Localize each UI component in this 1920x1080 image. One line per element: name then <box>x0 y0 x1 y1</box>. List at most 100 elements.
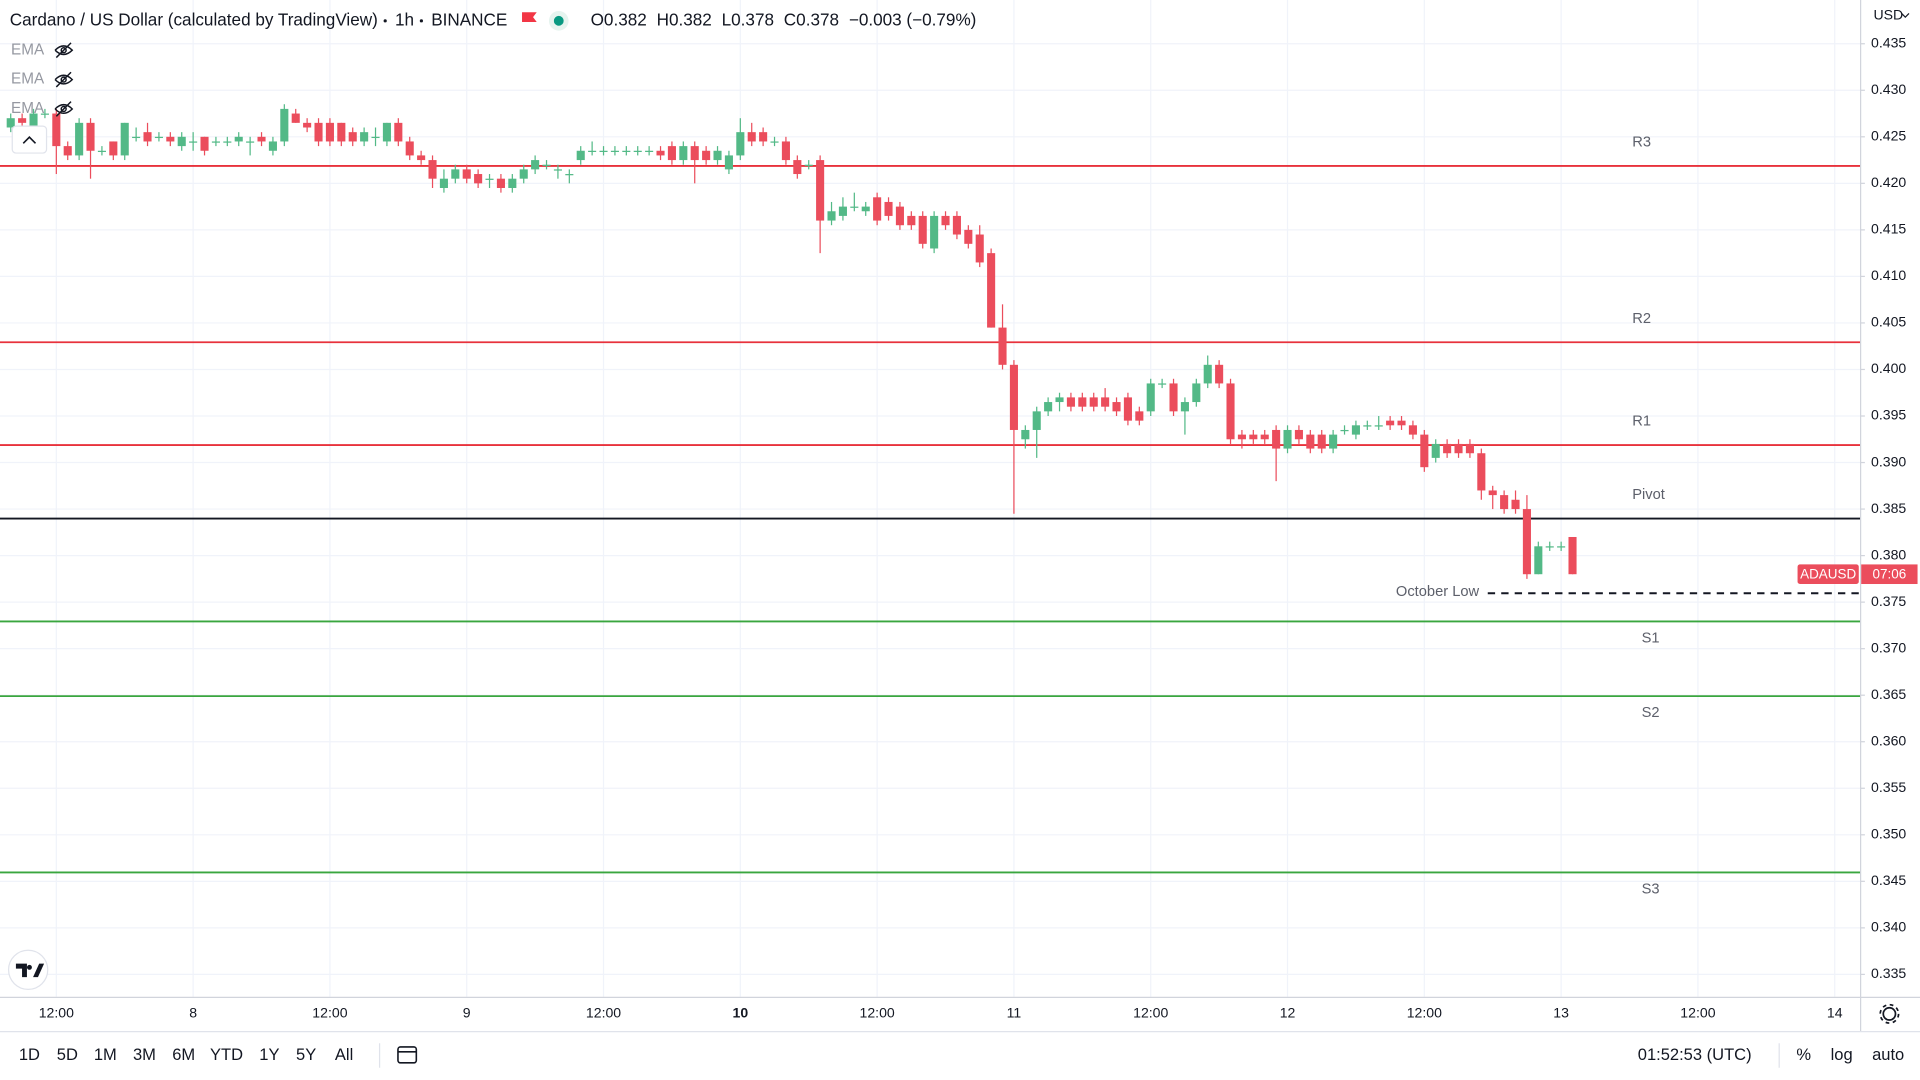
hidden-eye-pupil <box>60 76 67 83</box>
x-tick-label: 12:00 <box>1407 1005 1442 1021</box>
candle-body <box>314 122 323 142</box>
candle-body <box>907 215 916 226</box>
candle-body <box>1522 509 1531 575</box>
candle-body <box>633 150 642 152</box>
candle-body <box>1465 443 1474 454</box>
y-tick-label: 0.365 <box>1871 686 1906 702</box>
timeframe-button[interactable]: 5D <box>57 1045 78 1064</box>
y-tick-label: 0.420 <box>1871 174 1906 190</box>
y-tick-label: 0.435 <box>1871 34 1906 50</box>
level-label: R2 <box>1632 311 1651 327</box>
candle-body <box>63 146 72 156</box>
candle-body <box>1192 383 1201 403</box>
candle-body <box>804 164 813 166</box>
candle-body <box>1135 411 1144 421</box>
hidden-eye-icon[interactable] <box>54 101 74 117</box>
level-label: S1 <box>1642 630 1660 646</box>
legend-key: C <box>784 9 796 29</box>
candle-body <box>952 215 961 235</box>
candle-body <box>1408 425 1417 435</box>
candle-body <box>1386 420 1395 426</box>
price-badge <box>1861 564 1918 585</box>
candle-body <box>987 253 996 328</box>
y-tick-label: 0.375 <box>1871 593 1906 609</box>
hidden-eye-pupil <box>60 105 67 113</box>
hidden-eye-icon[interactable] <box>54 42 74 59</box>
candle-body <box>576 150 585 161</box>
candle-body <box>667 146 676 161</box>
candle-body <box>1294 429 1303 440</box>
candle-body <box>588 150 597 152</box>
settings-icon[interactable] <box>1879 1003 1900 1024</box>
y-tick-label: 0.350 <box>1871 826 1906 842</box>
candle-body <box>1340 429 1349 432</box>
y-tick-label: 0.345 <box>1871 872 1906 888</box>
candle-body <box>1397 420 1406 426</box>
candle-body <box>40 113 49 115</box>
candle-body <box>462 169 471 179</box>
candle-body <box>303 122 312 128</box>
timeframe-button[interactable]: 3M <box>133 1045 156 1064</box>
candle-body <box>1374 425 1383 427</box>
candle-body <box>1329 434 1338 449</box>
timeframe-button[interactable]: 1Y <box>259 1045 279 1064</box>
level-label: S2 <box>1642 705 1660 721</box>
tradingview-logo[interactable] <box>7 949 49 990</box>
level-label: S3 <box>1642 881 1660 897</box>
candle-body <box>1260 434 1269 440</box>
candle-body <box>645 150 654 152</box>
candle-body <box>622 150 631 152</box>
legend-value: 0.378 <box>731 9 774 29</box>
timeframe-button[interactable]: YTD <box>210 1045 243 1064</box>
legend-value: 0.382 <box>669 9 712 29</box>
symbol-badge <box>1797 564 1859 585</box>
candle-body <box>177 136 186 147</box>
candle-body <box>873 197 882 221</box>
candle-body <box>6 118 15 128</box>
x-tick-label: 12:00 <box>312 1005 347 1021</box>
collapse-button[interactable] <box>11 125 48 154</box>
flag-icon <box>522 12 537 23</box>
candle-body <box>439 178 448 188</box>
candle-body <box>1306 434 1315 449</box>
candle-body <box>257 136 266 142</box>
timeframe-button[interactable]: All <box>335 1045 353 1064</box>
exchange: BINANCE <box>431 9 507 29</box>
scale-option[interactable]: log <box>1831 1045 1853 1064</box>
candle-body <box>1237 434 1246 440</box>
candle-body <box>610 150 619 152</box>
hidden-eye-pupil <box>60 47 67 54</box>
indicator-label: EMA <box>11 41 45 58</box>
y-tick-label: 0.335 <box>1871 965 1906 981</box>
scale-option[interactable]: % <box>1796 1045 1811 1064</box>
candle-body <box>1180 402 1189 412</box>
candle-body <box>1557 546 1566 548</box>
x-tick-label: 13 <box>1553 1005 1569 1021</box>
timeframe-button[interactable]: 1D <box>19 1045 40 1064</box>
x-tick-label: 14 <box>1827 1005 1843 1021</box>
candle-body <box>234 136 243 142</box>
candle-body <box>382 122 391 142</box>
legend-key: L <box>722 9 732 29</box>
timeframe-button[interactable]: 6M <box>172 1045 195 1064</box>
timeframe-button[interactable]: 1M <box>94 1045 117 1064</box>
y-tick-label: 0.360 <box>1871 732 1906 748</box>
calendar-icon[interactable] <box>397 1046 418 1064</box>
scale-option[interactable]: auto <box>1872 1045 1904 1064</box>
candle-body <box>52 113 61 147</box>
candle-body <box>1123 397 1132 421</box>
currency-label[interactable]: USD <box>1873 7 1903 23</box>
candle-body <box>405 141 414 156</box>
candle-body <box>1477 453 1486 491</box>
levels: R3 R2 R1 Pivot October Low S1 S2 S3 <box>0 135 1860 897</box>
candle-body <box>998 327 1007 365</box>
clock: 01:52:53 (UTC) <box>1638 1045 1752 1064</box>
timeframe-button[interactable]: 5Y <box>296 1045 316 1064</box>
candle-body <box>519 169 528 179</box>
candle-body <box>268 141 277 151</box>
y-tick-label: 0.355 <box>1871 779 1906 795</box>
candle-body <box>280 108 289 142</box>
hidden-eye-icon[interactable] <box>54 71 74 88</box>
candle-body <box>838 206 847 216</box>
